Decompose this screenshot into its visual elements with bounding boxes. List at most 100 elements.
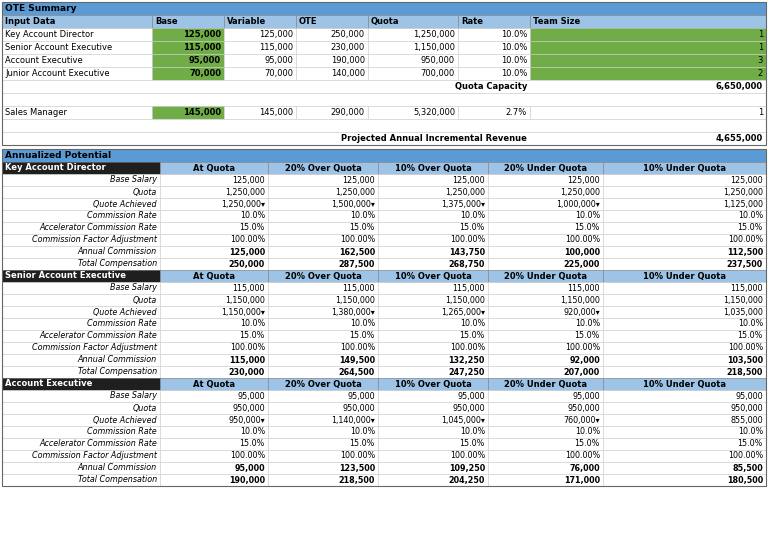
Text: 92,000: 92,000 [569,356,600,365]
Bar [160,366,268,378]
Text: Quote Achieved: Quote Achieved [94,200,157,209]
Text: 125,000: 125,000 [730,175,763,185]
Text: 145,000: 145,000 [183,108,221,117]
Bar [488,246,603,258]
Text: 1,250,000: 1,250,000 [225,188,265,196]
Bar [458,28,530,41]
Bar [268,390,378,402]
Text: 100.00%: 100.00% [230,343,265,352]
Bar [488,186,603,198]
Bar [488,354,603,366]
Text: 1,035,000: 1,035,000 [723,308,763,316]
Text: 1: 1 [758,30,763,39]
Text: 15.0%: 15.0% [240,223,265,232]
Bar [488,414,603,426]
Bar [368,54,458,67]
Text: 15.0%: 15.0% [737,440,763,449]
Text: Commission Rate: Commission Rate [88,211,157,221]
Bar [378,162,488,174]
Bar [160,174,268,186]
Text: Quota: Quota [371,17,399,26]
Text: 950,000: 950,000 [343,404,375,413]
Bar [160,390,268,402]
Bar [160,450,268,462]
Text: Account Executive: Account Executive [5,56,83,65]
Bar [368,15,458,28]
Text: OTE Summary: OTE Summary [5,4,77,13]
Text: 76,000: 76,000 [569,464,600,472]
Bar [152,15,224,28]
Text: Total Compensation: Total Compensation [78,476,157,485]
Bar [458,54,530,67]
Bar [530,15,766,28]
Text: 125,000: 125,000 [183,30,221,39]
Text: 250,000: 250,000 [229,259,265,268]
Bar [160,462,268,474]
Text: Rate: Rate [461,17,483,26]
Text: Accelerator Commission Rate: Accelerator Commission Rate [39,331,157,341]
Bar [603,366,766,378]
Bar [378,306,488,318]
Bar [2,246,160,258]
Bar [488,390,603,402]
Text: 115,000: 115,000 [343,284,375,293]
Bar [160,246,268,258]
Text: 1,125,000: 1,125,000 [723,200,763,209]
Bar [2,106,152,119]
Bar [268,414,378,426]
Text: 190,000: 190,000 [331,56,365,65]
Bar [296,41,368,54]
Text: 100.00%: 100.00% [230,236,265,244]
Bar [603,270,766,282]
Bar [488,438,603,450]
Bar [2,294,160,306]
Text: 162,500: 162,500 [339,247,375,257]
Bar [378,198,488,210]
Text: 10.0%: 10.0% [349,428,375,436]
Text: 100.00%: 100.00% [450,451,485,461]
Bar [160,402,268,414]
Bar [488,234,603,246]
Text: Commission Rate: Commission Rate [88,320,157,329]
Text: 6,650,000: 6,650,000 [716,82,763,91]
Bar [378,450,488,462]
Text: 1: 1 [758,108,763,117]
Bar [2,474,160,486]
Text: 10.0%: 10.0% [501,30,527,39]
Bar [160,234,268,246]
Bar [268,174,378,186]
Bar [160,258,268,270]
Text: 20% Over Quota: 20% Over Quota [285,379,362,388]
Bar [378,234,488,246]
Bar [296,106,368,119]
Bar [378,366,488,378]
Bar [378,462,488,474]
Bar [488,342,603,354]
Text: 1,250,000: 1,250,000 [560,188,600,196]
Bar [530,28,766,41]
Bar [488,330,603,342]
Text: 123,500: 123,500 [339,464,375,472]
Bar [488,162,603,174]
Bar [378,330,488,342]
Bar [488,294,603,306]
Bar [2,282,160,294]
Bar [2,80,766,93]
Text: 103,500: 103,500 [727,356,763,365]
Text: 2.7%: 2.7% [506,108,527,117]
Text: 132,250: 132,250 [449,356,485,365]
Bar [160,438,268,450]
Text: Variable: Variable [227,17,266,26]
Text: 247,250: 247,250 [449,367,485,377]
Text: 95,000: 95,000 [458,392,485,400]
Text: 10.0%: 10.0% [738,428,763,436]
Text: 920,000▾: 920,000▾ [564,308,600,316]
Bar [458,41,530,54]
Bar [603,174,766,186]
Bar [224,106,296,119]
Bar [488,378,603,390]
Bar [2,366,160,378]
Text: 15.0%: 15.0% [240,440,265,449]
Bar [268,366,378,378]
Text: 190,000: 190,000 [229,476,265,485]
